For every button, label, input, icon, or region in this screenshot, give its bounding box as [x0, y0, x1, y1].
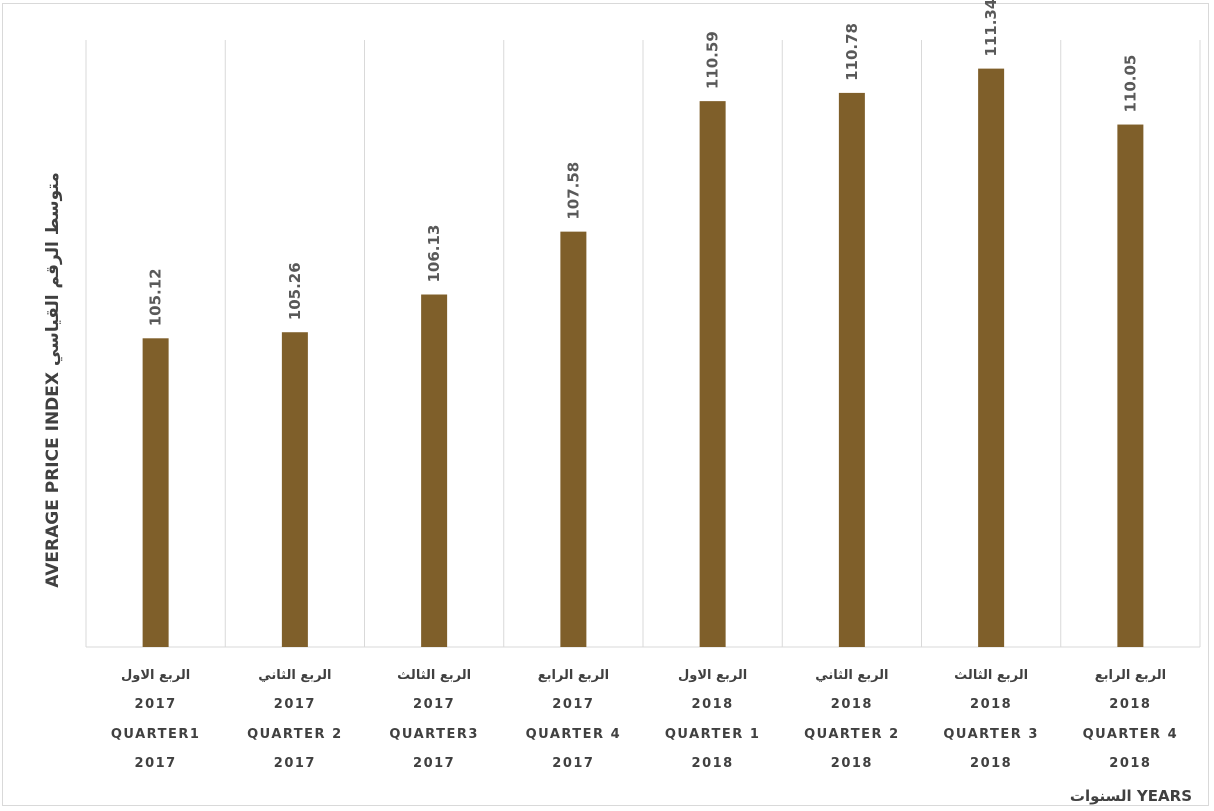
x-tick-label: الربع الثالث [397, 668, 471, 683]
x-tick-label: الربع الاول [121, 668, 190, 683]
data-label: 110.78 [843, 23, 861, 81]
x-tick-label: QUARTER3 [389, 727, 479, 742]
x-tick-label: الربع الثالث [954, 668, 1028, 683]
x-tick-label: 2017 [135, 756, 177, 771]
bar [699, 101, 726, 648]
chart-frame [2, 3, 1209, 806]
x-tick-label: QUARTER 4 [1083, 727, 1179, 742]
data-label: 110.05 [1121, 55, 1139, 113]
x-tick-label: 2018 [831, 756, 873, 771]
bars [142, 68, 1144, 648]
data-label: 107.58 [564, 162, 582, 220]
x-tick-label: الربع الثاني [815, 668, 888, 683]
x-tick-label: 2018 [831, 697, 873, 712]
data-label: 110.59 [704, 31, 722, 89]
bar [421, 294, 448, 647]
x-tick-label: الربع الرابع [1095, 668, 1166, 683]
x-tick-label: QUARTER 2 [804, 727, 900, 742]
gridlines [85, 40, 1201, 648]
bar [1117, 124, 1144, 647]
bar [142, 338, 169, 647]
x-tick-label: 2017 [552, 756, 594, 771]
bar [560, 231, 587, 648]
x-tick-label: 2018 [692, 756, 734, 771]
x-tick-label: الربع الرابع [538, 668, 609, 683]
data-label: 105.12 [147, 268, 165, 326]
x-tick-label: QUARTER1 [111, 727, 201, 742]
x-tick-label: 2017 [413, 756, 455, 771]
x-tick-label: 2018 [970, 756, 1012, 771]
y-axis-title: AVERAGE PRICE INDEX متوسط الرقم القياسي [43, 172, 63, 588]
x-tick-label: 2018 [1109, 697, 1151, 712]
x-tick-label: 2018 [692, 697, 734, 712]
data-label: 105.26 [286, 262, 304, 320]
x-tick-label: 2017 [413, 697, 455, 712]
x-tick-label: 2017 [552, 697, 594, 712]
x-tick-label: 2018 [970, 697, 1012, 712]
data-label: 111.34 [982, 0, 1000, 57]
bar [281, 332, 308, 647]
x-tick-label: QUARTER 4 [526, 727, 622, 742]
x-tick-label: QUARTER 3 [943, 727, 1039, 742]
x-tick-label: 2018 [1109, 756, 1151, 771]
data-labels: 105.12 105.26 106.13 107.58 110.59 110.78 111.… [147, 0, 1140, 326]
bar [838, 92, 865, 648]
x-tick-labels: الربع الاول 2017 QUARTER1 2017 الربع الثاني 2… [111, 668, 1179, 771]
x-tick-label: الربع الثاني [258, 668, 331, 683]
x-tick-label: 2017 [274, 756, 316, 771]
x-tick-label: QUARTER 1 [665, 727, 761, 742]
x-tick-label: 2017 [274, 697, 316, 712]
x-tick-label: 2017 [135, 697, 177, 712]
bar [978, 68, 1005, 647]
x-axis-title: السنوات YEARS [1070, 787, 1192, 805]
x-tick-label: الربع الاول [678, 668, 747, 683]
x-tick-label: QUARTER 2 [247, 727, 343, 742]
data-label: 106.13 [425, 225, 443, 283]
